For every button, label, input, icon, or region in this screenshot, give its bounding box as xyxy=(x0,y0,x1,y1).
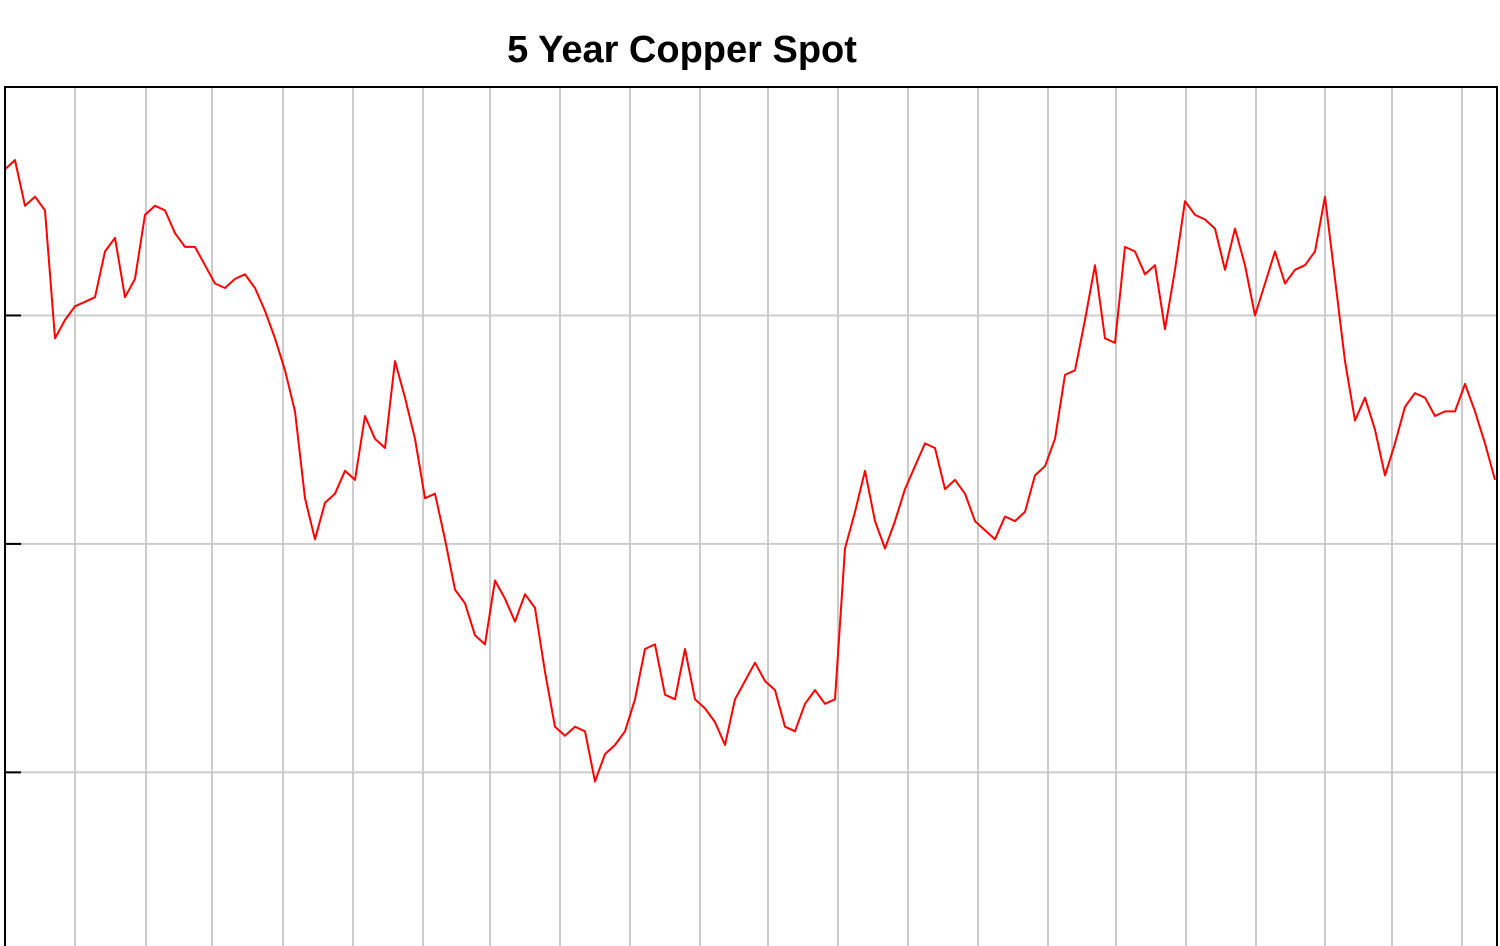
chart-title: 5 Year Copper Spot xyxy=(507,29,857,71)
price-line xyxy=(4,159,1496,783)
plot-frame xyxy=(4,86,1498,946)
